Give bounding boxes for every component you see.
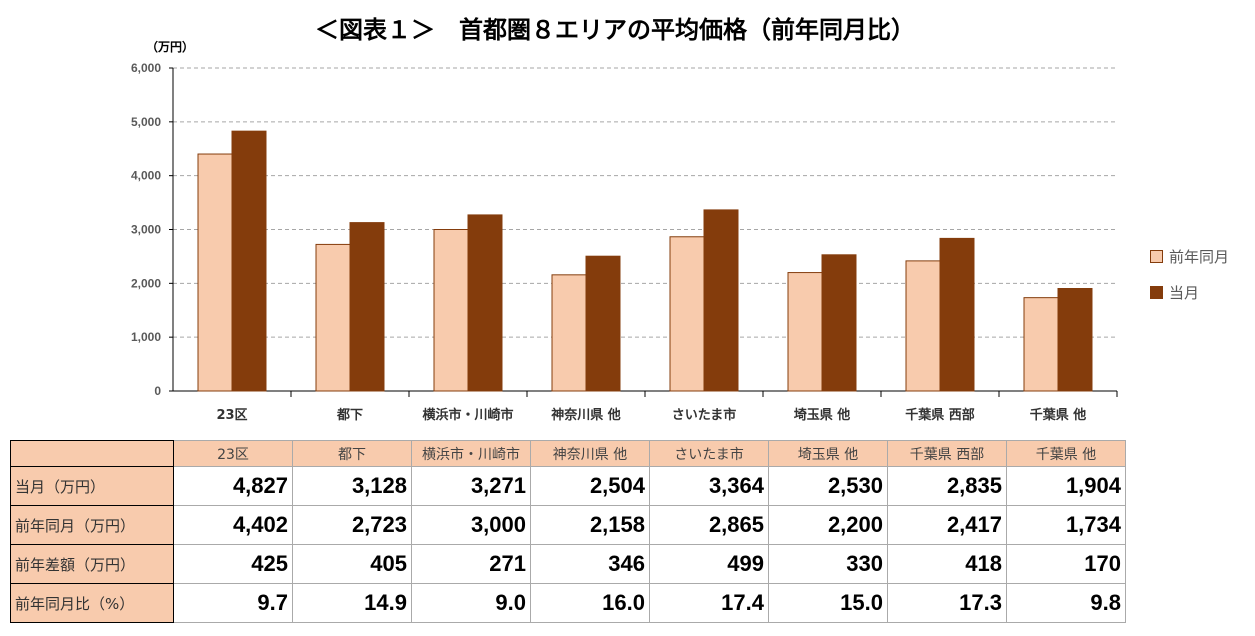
table-cell: 16.0 xyxy=(530,583,650,623)
table-cell: 3,128 xyxy=(292,466,412,506)
bar-current xyxy=(231,130,267,392)
bar-current xyxy=(821,254,857,392)
x-tick-label: 横浜市・川崎市 xyxy=(422,407,513,423)
x-tick-label: 神奈川県 他 xyxy=(551,407,621,423)
bar-prev xyxy=(669,236,705,392)
bar-current xyxy=(467,214,503,392)
table-cell: 3,271 xyxy=(411,466,531,506)
bar-current xyxy=(585,255,621,392)
y-tick-label: 6,000 xyxy=(131,61,161,75)
legend-label: 当月 xyxy=(1169,283,1200,302)
table-header-cell: 23区 xyxy=(173,440,293,467)
table-cell: 9.7 xyxy=(173,583,293,623)
table-cell: 4,827 xyxy=(173,466,293,506)
table-header-cell: さいたま市 xyxy=(649,440,769,467)
bar-prev xyxy=(315,243,351,392)
table-cell: 499 xyxy=(649,544,769,584)
table-row: 前年差額（万円） 425 405 271 346 499 330 418 170 xyxy=(10,544,1126,584)
y-axis-unit: （万円） xyxy=(146,40,195,54)
table-header-row: 23区 都下 横浜市・川崎市 神奈川県 他さいたま市 埼玉県 他千葉県 西部 千葉県 他 xyxy=(10,440,1126,467)
x-tick-label: 千葉県 西部 xyxy=(905,407,975,423)
table-cell: 346 xyxy=(530,544,650,584)
table-cell: 3,000 xyxy=(411,505,531,545)
table-header-cell: 神奈川県 他 xyxy=(530,440,650,467)
row-label: 当月（万円） xyxy=(10,466,174,506)
table-header-cell: 千葉県 他 xyxy=(1006,440,1126,467)
bar-prev xyxy=(433,229,469,392)
table-cell: 170 xyxy=(1006,544,1126,584)
table-header-cell: 横浜市・川崎市 xyxy=(411,440,531,467)
chart-title: ＜図表１＞ 首都圏８エリアの平均価格（前年同月比） xyxy=(315,16,915,44)
bar-prev xyxy=(905,260,941,392)
row-label: 前年差額（万円） xyxy=(10,544,174,584)
y-tick-label: 0 xyxy=(154,384,161,398)
bar-current xyxy=(939,237,975,392)
table-cell: 2,417 xyxy=(887,505,1007,545)
bar-current xyxy=(349,222,385,392)
table-cell: 1,734 xyxy=(1006,505,1126,545)
row-label: 前年同月比（%） xyxy=(10,583,174,623)
table-cell: 418 xyxy=(887,544,1007,584)
bar-current xyxy=(703,209,739,392)
table-row: 前年同月比（%） 9.7 14.9 9.0 16.0 17.4 15.0 17.3 9.8 xyxy=(10,583,1126,623)
table-cell: 17.3 xyxy=(887,583,1007,623)
x-tick-label: 埼玉県 他 xyxy=(794,407,851,423)
table-cell: 17.4 xyxy=(649,583,769,623)
bar-prev xyxy=(1023,297,1059,392)
table-cell: 405 xyxy=(292,544,412,584)
bar-prev xyxy=(787,272,823,392)
legend-swatch xyxy=(1150,249,1163,263)
table-cell: 2,835 xyxy=(887,466,1007,506)
x-tick-label: さいたま市 xyxy=(672,407,737,423)
bar-chart: 0 1,000 2,000 3,000 4,000 5,000 6,000 23区 都下 横浜市・… xyxy=(131,61,1118,423)
x-tick-label: 都下 xyxy=(336,407,363,423)
table-row: 当月（万円） 4,827 3,128 3,271 2,504 3,364 2,530 2,83… xyxy=(10,466,1126,506)
table-cell: 425 xyxy=(173,544,293,584)
y-tick-label: 1,000 xyxy=(131,330,161,344)
legend-item-prev: 前年同月 xyxy=(1150,238,1229,274)
table-cell: 2,723 xyxy=(292,505,412,545)
table-header-cell: 埼玉県 他 xyxy=(768,440,888,467)
bar-prev xyxy=(551,274,587,392)
table-cell: 2,530 xyxy=(768,466,888,506)
table-header-cell: 都下 xyxy=(292,440,412,467)
y-tick-label: 3,000 xyxy=(131,223,161,237)
table-row: 前年同月（万円） 4,402 2,723 3,000 2,158 2,865 2,200 2,… xyxy=(10,505,1126,545)
table-corner xyxy=(10,440,174,467)
table-cell: 9.0 xyxy=(411,583,531,623)
data-table: 23区 都下 横浜市・川崎市 神奈川県 他さいたま市 埼玉県 他千葉県 西部 千葉県 他当… xyxy=(10,440,1126,623)
row-label: 前年同月（万円） xyxy=(10,505,174,545)
legend-item-current: 当月 xyxy=(1150,274,1229,310)
y-tick-label: 4,000 xyxy=(131,169,161,183)
table-cell: 15.0 xyxy=(768,583,888,623)
table-cell: 2,504 xyxy=(530,466,650,506)
table-cell: 2,865 xyxy=(649,505,769,545)
y-tick-label: 2,000 xyxy=(131,276,161,290)
table-cell: 2,200 xyxy=(768,505,888,545)
x-tick-label: 23区 xyxy=(216,408,247,423)
x-tick-label: 千葉県 他 xyxy=(1030,407,1087,423)
bar-prev xyxy=(197,153,233,392)
bar-current xyxy=(1057,288,1093,392)
table-cell: 9.8 xyxy=(1006,583,1126,623)
legend-swatch xyxy=(1150,285,1163,299)
table-cell: 4,402 xyxy=(173,505,293,545)
table-cell: 3,364 xyxy=(649,466,769,506)
legend-label: 前年同月 xyxy=(1169,247,1230,266)
table-cell: 1,904 xyxy=(1006,466,1126,506)
table-cell: 330 xyxy=(768,544,888,584)
table-cell: 2,158 xyxy=(530,505,650,545)
y-tick-label: 5,000 xyxy=(131,115,161,129)
legend: 前年同月 当月 xyxy=(1150,238,1229,310)
table-cell: 271 xyxy=(411,544,531,584)
table-cell: 14.9 xyxy=(292,583,412,623)
table-header-cell: 千葉県 西部 xyxy=(887,440,1007,467)
